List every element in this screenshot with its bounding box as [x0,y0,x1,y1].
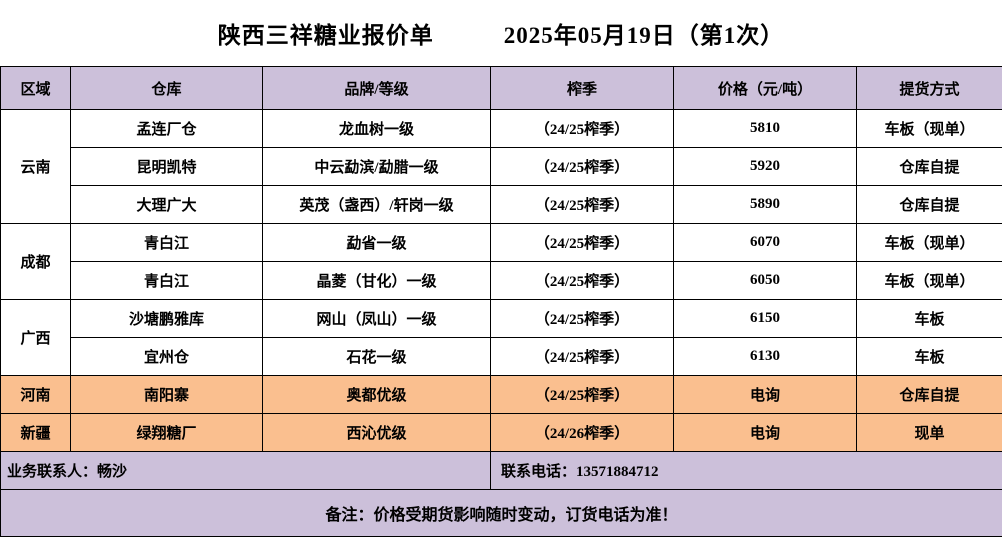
price-cell: 6150 [673,299,857,338]
warehouse-cell: 宜州仓 [70,337,263,376]
table-row: 昆明凯特 中云勐滨/勐腊一级 （24/25榨季） 5920 仓库自提 [1,147,1002,186]
price-cell: 电询 [673,375,857,414]
warehouse-cell: 孟连厂仓 [70,109,263,148]
brand-cell: 网山（凤山）一级 [262,299,491,338]
brand-cell: 奥都优级 [262,375,491,414]
col-header-brand: 品牌/等级 [262,66,491,110]
table-row: 云南 孟连厂仓 龙血树一级 （24/25榨季） 5810 车板（现单） [0,109,1002,224]
table-row: 青白江 晶菱（甘化）一级 （24/25榨季） 6050 车板（现单） [1,261,1002,300]
season-cell: （24/25榨季） [490,185,674,224]
price-cell: 5890 [673,185,857,224]
report-date: 2025年05月19日（第1次） [503,23,785,48]
warehouse-cell: 青白江 [70,261,263,300]
price-table: 区域 仓库 品牌/等级 榨季 价格（元/吨） 提货方式 云南 孟连厂仓 龙血树一… [0,66,1002,537]
season-cell: （24/25榨季） [490,223,674,262]
region-cell: 广西 [0,299,71,376]
pickup-cell: 车板（现单） [856,223,1002,262]
pickup-cell: 车板（现单） [856,261,1002,300]
pickup-cell: 车板 [856,299,1002,338]
brand-cell: 中云勐滨/勐腊一级 [262,147,491,186]
price-cell: 6070 [673,223,857,262]
region-cell: 河南 [0,375,71,414]
pickup-cell: 仓库自提 [856,185,1002,224]
brand-cell: 西沁优级 [262,413,491,452]
price-cell: 电询 [673,413,857,452]
table-row-highlighted: 新疆 绿翔糖厂 西沁优级 （24/26榨季） 电询 现单 [0,413,1002,452]
brand-cell: 英茂（盏西）/轩岗一级 [262,185,491,224]
pickup-cell: 仓库自提 [856,147,1002,186]
col-header-region: 区域 [0,66,71,110]
page-title: 陕西三祥糖业报价单 [217,23,434,48]
table-row: 宜州仓 石花一级 （24/25榨季） 6130 车板 [1,337,1002,376]
warehouse-cell: 青白江 [70,223,263,262]
season-cell: （24/25榨季） [490,299,674,338]
brand-cell: 石花一级 [262,337,491,376]
season-cell: （24/25榨季） [490,147,674,186]
table-row-highlighted: 河南 南阳寨 奥都优级 （24/25榨季） 电询 仓库自提 [0,375,1002,414]
brand-cell: 勐省一级 [262,223,491,262]
table-row: 成都 青白江 勐省一级 （24/25榨季） 6070 车板（现单） [0,223,1002,300]
region-cell: 成都 [0,223,71,300]
title-bar: 陕西三祥糖业报价单 2025年05月19日（第1次） [0,0,1002,66]
remark-note: 备注：价格受期货影响随时变动，订货电话为准！ [0,489,1002,537]
price-cell: 5810 [673,109,857,148]
contact-person: 业务联系人：畅沙 [0,451,491,490]
footer-contact-row: 业务联系人：畅沙 联系电话：13571884712 [0,451,1002,490]
season-cell: （24/25榨季） [490,375,674,414]
warehouse-cell: 绿翔糖厂 [70,413,263,452]
warehouse-cell: 南阳寨 [70,375,263,414]
warehouse-cell: 沙塘鹏雅库 [70,299,263,338]
pickup-cell: 现单 [856,413,1002,452]
col-header-price: 价格（元/吨） [673,66,857,110]
col-header-season: 榨季 [490,66,674,110]
season-cell: （24/25榨季） [490,337,674,376]
header-row: 区域 仓库 品牌/等级 榨季 价格（元/吨） 提货方式 [0,66,1002,110]
col-header-warehouse: 仓库 [70,66,263,110]
region-cell: 云南 [0,109,71,224]
contact-phone: 联系电话：13571884712 [490,451,1002,490]
col-header-pickup: 提货方式 [856,66,1002,110]
price-cell: 5920 [673,147,857,186]
brand-cell: 龙血树一级 [262,109,491,148]
pickup-cell: 车板（现单） [856,109,1002,148]
region-cell: 新疆 [0,413,71,452]
brand-cell: 晶菱（甘化）一级 [262,261,491,300]
season-cell: （24/26榨季） [490,413,674,452]
warehouse-cell: 昆明凯特 [70,147,263,186]
table-row: 广西 沙塘鹏雅库 网山（凤山）一级 （24/25榨季） 6150 车板 [0,299,1002,376]
price-cell: 6130 [673,337,857,376]
footer-note-row: 备注：价格受期货影响随时变动，订货电话为准！ [0,489,1002,537]
price-cell: 6050 [673,261,857,300]
season-cell: （24/25榨季） [490,261,674,300]
pickup-cell: 车板 [856,337,1002,376]
table-row: 大理广大 英茂（盏西）/轩岗一级 （24/25榨季） 5890 仓库自提 [1,185,1002,224]
warehouse-cell: 大理广大 [70,185,263,224]
season-cell: （24/25榨季） [490,109,674,148]
pickup-cell: 仓库自提 [856,375,1002,414]
